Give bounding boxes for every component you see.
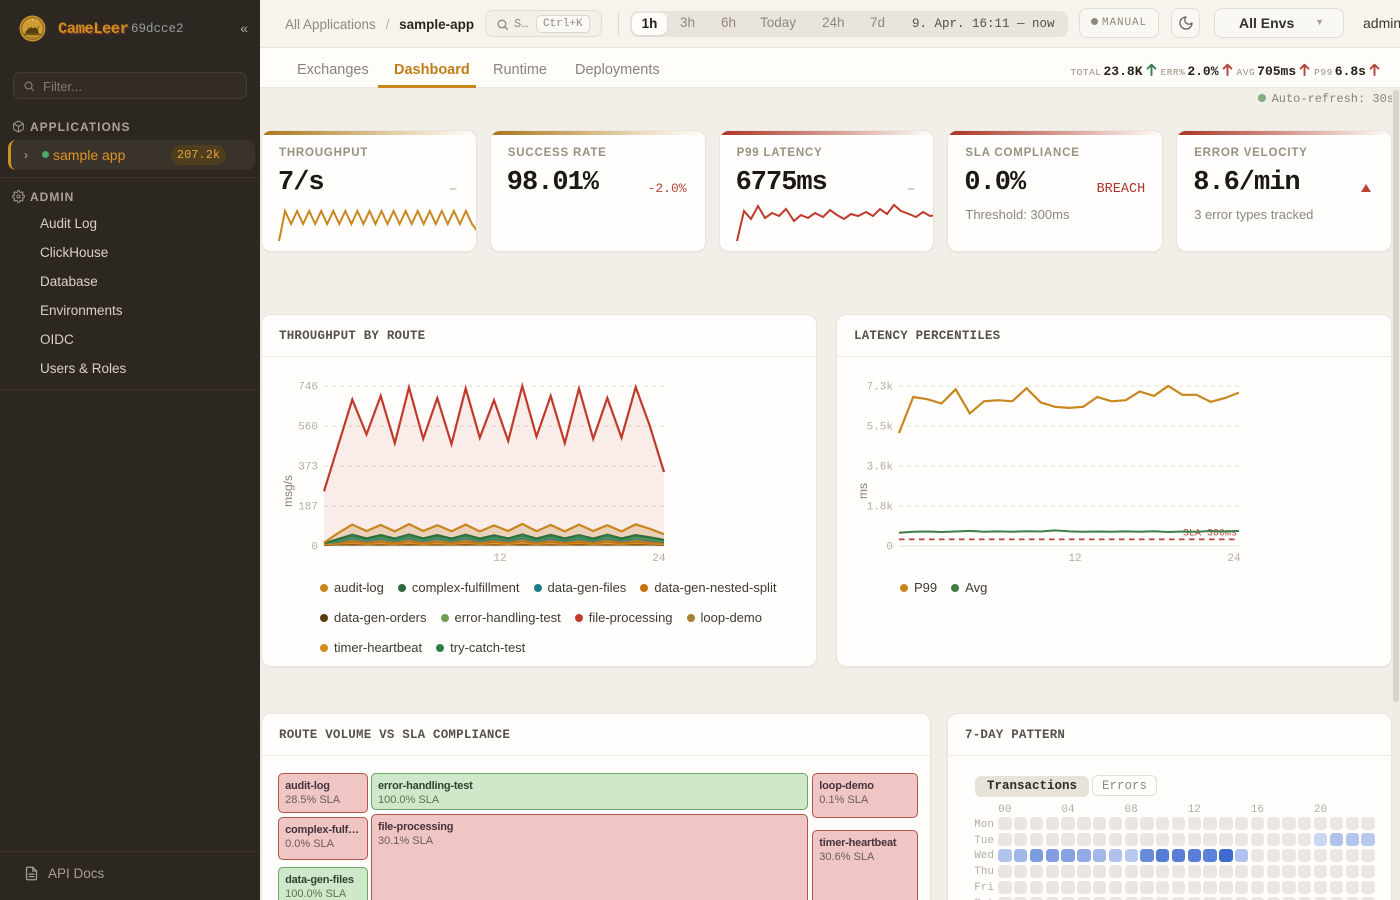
svg-text:12: 12 — [493, 553, 506, 565]
svg-text:3.6k: 3.6k — [867, 462, 894, 474]
svg-text:0: 0 — [886, 542, 893, 554]
svg-text:12: 12 — [1068, 553, 1081, 565]
svg-text:ms: ms — [856, 483, 870, 499]
svg-text:24: 24 — [1227, 553, 1241, 565]
svg-text:373: 373 — [298, 462, 318, 474]
svg-text:msg/s: msg/s — [281, 475, 295, 507]
svg-text:5.5k: 5.5k — [867, 422, 894, 434]
svg-text:1.8k: 1.8k — [867, 502, 894, 514]
svg-text:746: 746 — [298, 382, 318, 394]
svg-text:0: 0 — [311, 542, 318, 554]
svg-text:SLA 300ms: SLA 300ms — [1183, 528, 1237, 539]
svg-text:187: 187 — [298, 502, 318, 514]
svg-text:7.3k: 7.3k — [867, 382, 894, 394]
svg-text:560: 560 — [298, 422, 318, 434]
svg-text:24: 24 — [652, 553, 666, 565]
